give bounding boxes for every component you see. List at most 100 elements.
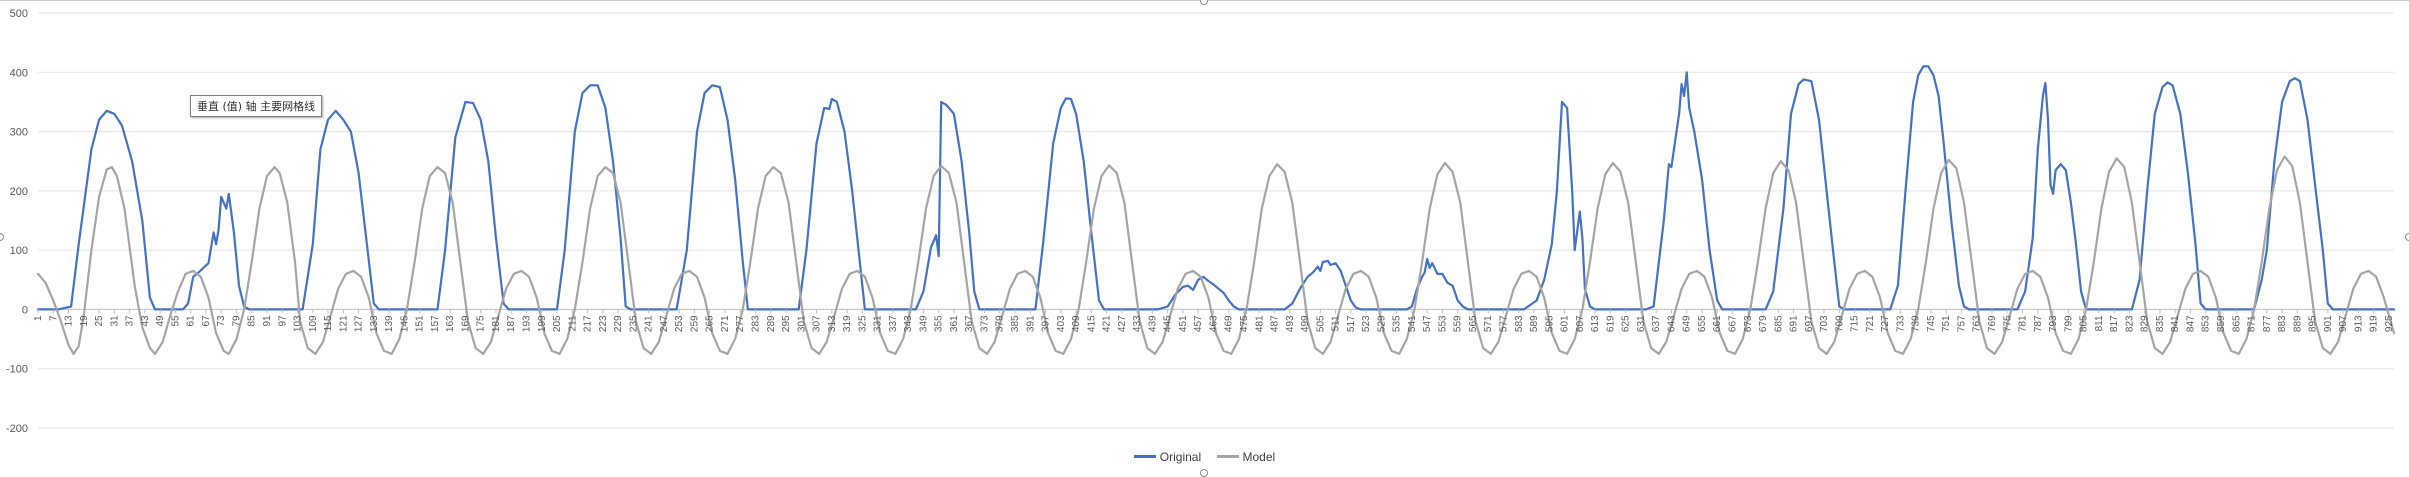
series-line-model[interactable] xyxy=(36,155,2396,355)
x-tick-label: 157 xyxy=(430,315,441,332)
legend-swatch-model xyxy=(1216,455,1239,458)
x-tick-label: 727 xyxy=(1880,315,1891,332)
x-tick-label: 319 xyxy=(842,315,853,332)
x-tick-label: 913 xyxy=(2353,315,2364,332)
x-tick-label: 7 xyxy=(48,315,59,321)
x-tick-label: 337 xyxy=(888,315,899,332)
y-axis: -200 -100 0 100 200 300 400 500 xyxy=(6,8,28,435)
x-tick-label: 187 xyxy=(506,315,517,332)
x-tick-label: 433 xyxy=(1132,315,1143,332)
x-tick-label: 379 xyxy=(995,315,1006,332)
x-tick-label: 385 xyxy=(1010,315,1021,332)
x-tick-label: 349 xyxy=(918,315,929,332)
resize-handle-right[interactable] xyxy=(2405,233,2409,241)
x-tick-label: 439 xyxy=(1147,315,1158,332)
x-tick-label: 313 xyxy=(827,315,838,332)
x-tick-label: 793 xyxy=(2048,315,2059,332)
x-tick-label: 49 xyxy=(155,315,166,327)
y-tick-label: 400 xyxy=(10,67,28,79)
x-tick-label: 31 xyxy=(109,315,120,327)
x-tick-label: 781 xyxy=(2018,315,2029,332)
x-tick-label: 325 xyxy=(857,315,868,332)
x-tick-label: 553 xyxy=(1437,315,1448,332)
x-tick-label: 331 xyxy=(873,315,884,332)
x-tick-label: 799 xyxy=(2063,315,2074,332)
x-tick-label: 67 xyxy=(201,315,212,327)
x-tick-label: 199 xyxy=(537,315,548,332)
x-tick-label: 271 xyxy=(720,315,731,332)
x-tick-label: 769 xyxy=(1987,315,1998,332)
x-tick-label: 469 xyxy=(1224,315,1235,332)
y-tick-label: 500 xyxy=(10,8,28,20)
x-tick-label: 619 xyxy=(1605,315,1616,332)
x-tick-label: 709 xyxy=(1834,315,1845,332)
x-tick-label: 523 xyxy=(1361,315,1372,332)
x-tick-label: 733 xyxy=(1895,315,1906,332)
x-tick-label: 817 xyxy=(2109,315,2120,332)
x-tick-label: 907 xyxy=(2338,315,2349,332)
legend-item-model[interactable]: Model xyxy=(1216,450,1275,464)
x-tick-label: 607 xyxy=(1575,315,1586,332)
x-tick-label: 751 xyxy=(1941,315,1952,332)
y-tick-label: 100 xyxy=(10,245,28,257)
x-tick-label: 631 xyxy=(1636,315,1647,332)
x-tick-label: 547 xyxy=(1422,315,1433,332)
resize-handle-bottom[interactable] xyxy=(1200,469,1208,477)
x-tick-label: 181 xyxy=(491,315,502,332)
x-tick-label: 19 xyxy=(79,315,90,327)
x-tick-label: 661 xyxy=(1712,315,1723,332)
x-tick-label: 97 xyxy=(277,315,288,327)
x-tick-label: 601 xyxy=(1560,315,1571,332)
x-tick-label: 757 xyxy=(1956,315,1967,332)
x-tick-label: 391 xyxy=(1025,315,1036,332)
x-tick-label: 811 xyxy=(2094,315,2105,331)
x-tick-label: 805 xyxy=(2079,315,2090,332)
x-tick-label: 163 xyxy=(445,315,456,332)
x-tick-label: 685 xyxy=(1773,315,1784,332)
x-tick-label: 265 xyxy=(705,315,716,332)
x-tick-label: 355 xyxy=(934,315,945,332)
x-tick-label: 871 xyxy=(2247,315,2258,332)
x-tick-label: 43 xyxy=(140,315,151,327)
x-tick-label: 541 xyxy=(1407,315,1418,332)
x-axis: 1 7 13 19 25 31 37 43 49 55 61 67 73 79 85 91 97 103 109 11… xyxy=(33,309,2395,332)
x-tick-label: 679 xyxy=(1758,315,1769,332)
x-tick-label: 475 xyxy=(1239,315,1250,332)
x-tick-label: 691 xyxy=(1789,315,1800,332)
x-tick-label: 463 xyxy=(1208,315,1219,332)
x-tick-label: 589 xyxy=(1529,315,1540,332)
gridlines xyxy=(38,12,2394,429)
x-tick-label: 883 xyxy=(2277,315,2288,332)
x-tick-label: 457 xyxy=(1193,315,1204,332)
x-tick-label: 559 xyxy=(1453,315,1464,332)
x-tick-label: 37 xyxy=(125,315,136,327)
x-tick-label: 277 xyxy=(735,315,746,332)
x-tick-label: 667 xyxy=(1727,315,1738,332)
x-tick-label: 91 xyxy=(262,315,273,327)
resize-handle-top[interactable] xyxy=(1200,0,1208,5)
x-tick-label: 841 xyxy=(2170,315,2181,332)
x-tick-label: 499 xyxy=(1300,315,1311,332)
x-tick-label: 763 xyxy=(1972,315,1983,332)
x-tick-label: 13 xyxy=(64,315,75,327)
y-tick-label: 0 xyxy=(22,304,28,316)
x-tick-label: 451 xyxy=(1178,315,1189,332)
x-tick-label: 217 xyxy=(583,315,594,332)
x-tick-label: 85 xyxy=(247,315,258,327)
x-tick-label: 703 xyxy=(1819,315,1830,332)
x-tick-label: 505 xyxy=(1315,315,1326,332)
y-tick-label: 300 xyxy=(10,127,28,139)
legend-item-original[interactable]: Original xyxy=(1133,450,1201,464)
x-tick-label: 595 xyxy=(1544,315,1555,332)
x-tick-label: 643 xyxy=(1666,315,1677,332)
x-tick-label: 655 xyxy=(1697,315,1708,332)
x-tick-label: 721 xyxy=(1865,315,1876,332)
x-tick-label: 715 xyxy=(1850,315,1861,332)
x-tick-label: 307 xyxy=(812,315,823,332)
x-tick-label: 397 xyxy=(1041,315,1052,332)
x-tick-label: 901 xyxy=(2323,315,2334,332)
series-line-original[interactable] xyxy=(36,65,2396,311)
x-tick-label: 115 xyxy=(323,315,334,331)
x-tick-label: 127 xyxy=(354,315,365,332)
